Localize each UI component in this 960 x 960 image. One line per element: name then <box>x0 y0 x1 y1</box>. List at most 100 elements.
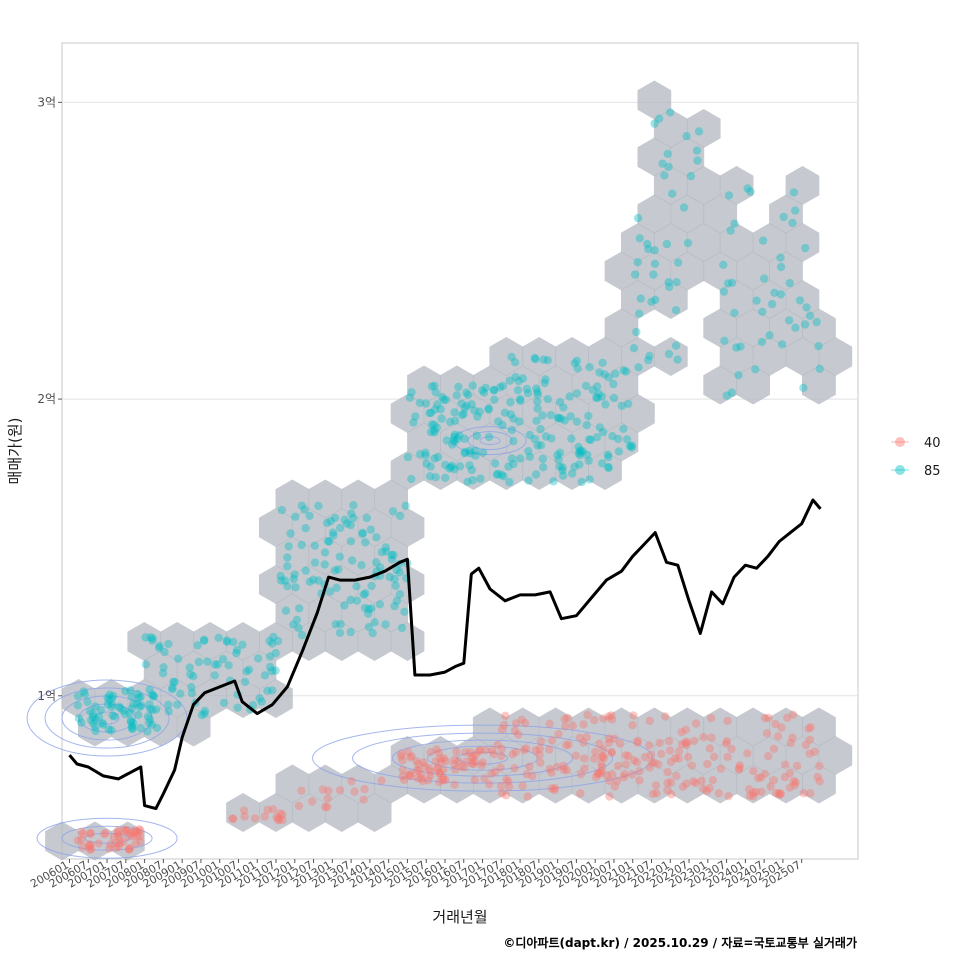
data-point-85 <box>291 513 299 521</box>
data-point-40 <box>710 753 718 761</box>
data-point-85 <box>720 287 728 295</box>
data-point-40 <box>706 744 714 752</box>
data-point-85 <box>155 644 163 652</box>
data-point-40 <box>613 777 621 785</box>
data-point-85 <box>788 219 796 227</box>
data-point-85 <box>575 460 583 468</box>
data-point-40 <box>628 721 636 729</box>
data-point-40 <box>783 714 791 722</box>
data-point-85 <box>481 384 489 392</box>
data-point-85 <box>505 478 513 486</box>
data-point-85 <box>441 474 449 482</box>
data-point-40 <box>672 772 680 780</box>
data-point-40 <box>684 753 692 761</box>
data-point-85 <box>126 686 134 694</box>
data-point-85 <box>381 620 389 628</box>
data-point-85 <box>539 463 547 471</box>
data-point-85 <box>598 359 606 367</box>
data-point-85 <box>593 433 601 441</box>
data-point-85 <box>347 521 355 529</box>
data-point-85 <box>233 704 241 712</box>
data-point-40 <box>663 768 671 776</box>
data-point-40 <box>546 720 554 728</box>
data-point-85 <box>585 363 593 371</box>
data-point-85 <box>531 435 539 443</box>
data-point-85 <box>220 699 228 707</box>
data-point-40 <box>703 760 711 768</box>
data-point-85 <box>174 655 182 663</box>
data-point-85 <box>293 616 301 624</box>
data-point-85 <box>693 146 701 154</box>
data-point-40 <box>688 761 696 769</box>
data-point-85 <box>682 132 690 140</box>
data-point-40 <box>505 783 513 791</box>
data-point-40 <box>608 749 616 757</box>
data-point-85 <box>314 576 322 584</box>
data-point-40 <box>743 749 751 757</box>
data-point-85 <box>585 475 593 483</box>
data-point-40 <box>599 714 607 722</box>
data-point-85 <box>568 469 576 477</box>
data-point-85 <box>523 385 531 393</box>
data-point-40 <box>646 717 654 725</box>
data-point-40 <box>717 765 725 773</box>
data-point-85 <box>119 706 127 714</box>
data-point-85 <box>347 537 355 545</box>
data-point-40 <box>616 739 624 747</box>
data-point-85 <box>371 618 379 626</box>
data-point-85 <box>526 453 534 461</box>
data-point-40 <box>497 782 505 790</box>
data-point-85 <box>224 661 232 669</box>
data-point-40 <box>501 712 509 720</box>
data-point-40 <box>649 790 657 798</box>
data-point-85 <box>229 638 237 646</box>
data-point-85 <box>544 395 552 403</box>
data-point-85 <box>573 418 581 426</box>
data-point-40 <box>707 734 715 742</box>
data-point-85 <box>539 455 547 463</box>
data-point-85 <box>632 328 640 336</box>
data-point-40 <box>413 774 421 782</box>
data-point-40 <box>764 714 772 722</box>
data-point-85 <box>664 150 672 158</box>
data-point-85 <box>326 587 334 595</box>
data-point-85 <box>214 660 222 668</box>
data-point-85 <box>164 701 172 709</box>
data-point-85 <box>490 396 498 404</box>
data-point-85 <box>674 258 682 266</box>
data-point-85 <box>615 447 623 455</box>
data-point-85 <box>758 338 766 346</box>
data-point-40 <box>781 773 789 781</box>
data-point-85 <box>136 693 144 701</box>
data-point-85 <box>542 432 550 440</box>
data-point-40 <box>699 733 707 741</box>
data-point-40 <box>490 750 498 758</box>
data-point-85 <box>282 607 290 615</box>
data-point-85 <box>746 187 754 195</box>
data-point-40 <box>125 845 133 853</box>
data-point-40 <box>324 794 332 802</box>
data-point-85 <box>776 254 784 262</box>
data-point-85 <box>321 560 329 568</box>
data-point-85 <box>658 160 666 168</box>
data-point-85 <box>544 356 552 364</box>
data-point-85 <box>589 386 597 394</box>
data-point-85 <box>277 572 285 580</box>
data-point-85 <box>752 296 760 304</box>
legend-label-85: 85 <box>924 464 941 479</box>
data-point-85 <box>367 526 375 534</box>
data-point-40 <box>336 786 344 794</box>
data-point-40 <box>79 830 87 838</box>
data-point-85 <box>765 331 773 339</box>
data-point-85 <box>146 715 154 723</box>
data-point-85 <box>245 666 253 674</box>
data-point-85 <box>321 548 329 556</box>
data-point-40 <box>724 753 732 761</box>
data-point-40 <box>781 761 789 769</box>
data-point-85 <box>601 400 609 408</box>
data-point-85 <box>533 405 541 413</box>
data-point-85 <box>672 342 680 350</box>
data-point-40 <box>661 712 669 720</box>
data-point-40 <box>645 741 653 749</box>
data-point-85 <box>816 365 824 373</box>
